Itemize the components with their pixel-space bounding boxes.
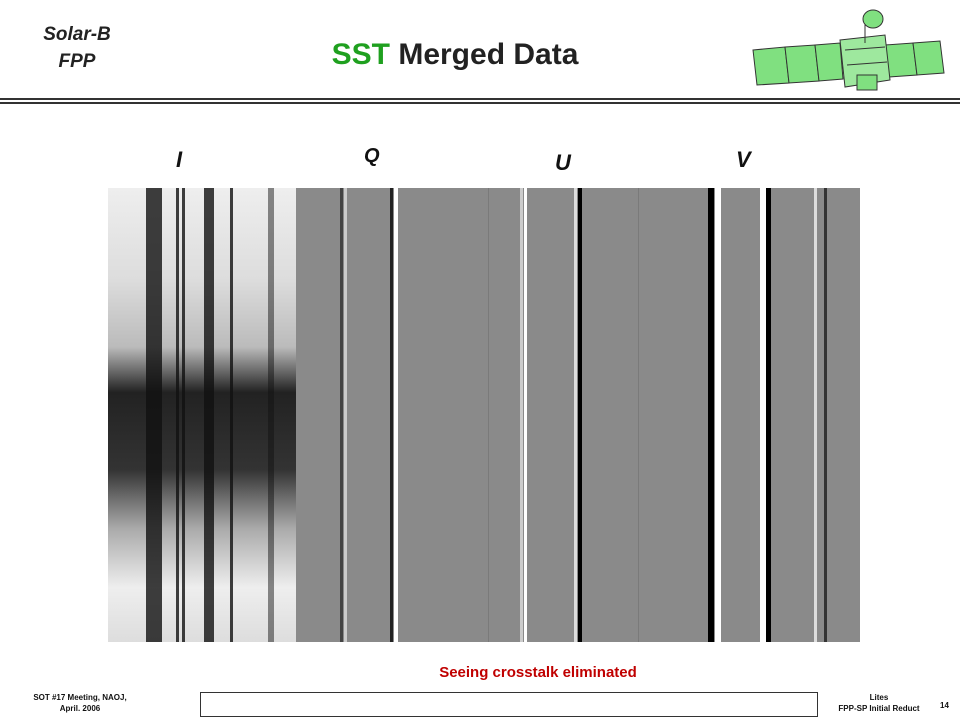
footer-box [200,692,818,717]
satellite-icon [752,9,945,91]
spectra-image [108,188,860,642]
org-line-2: FPP [58,51,96,72]
page-number: 14 [940,701,949,710]
label-u: U [555,150,571,175]
footer-right-1: Lites [869,693,889,702]
title-accent: SST [331,38,390,71]
slide-title: SST Merged Data [250,38,660,72]
label-q: Q [364,145,380,167]
footer-left-1: SOT #17 Meeting, NAOJ, [33,693,127,702]
label-v: V [736,147,751,172]
label-i: I [176,147,183,172]
header-rule [0,98,960,104]
org-line-1: Solar-B [43,24,111,45]
footer-right-2: FPP-SP Initial Reduct [838,704,920,713]
caption: Seeing crosstalk eliminated [439,664,637,681]
title-rest: Merged Data [398,38,579,71]
footer-left-2: April. 2006 [59,704,101,713]
